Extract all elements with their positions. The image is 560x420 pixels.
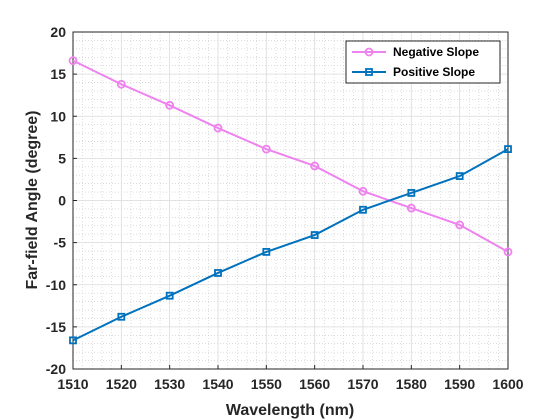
x-axis-label: Wavelength (nm): [226, 402, 354, 419]
positive-slope-point: [310, 231, 319, 239]
negative-slope-line: [72, 59, 509, 253]
x-tick-labels: 1510 1520 1530 1540 1550 1560 1570 1580 1590 1600: [57, 365, 524, 392]
x-tick-label: 1570: [347, 376, 378, 392]
positive-slope-point: [69, 336, 77, 345]
negative-slope-point: [165, 100, 175, 110]
y-tick-label: 5: [58, 150, 66, 166]
negative-slope-point: [213, 123, 223, 133]
positive-slope-point: [455, 172, 464, 180]
positive-slope-point: [214, 269, 222, 277]
y-tick-label: -10: [46, 277, 66, 293]
y-tick-label: 0: [58, 193, 66, 209]
negative-slope-point: [116, 79, 126, 89]
y-tick-label: -15: [46, 319, 66, 335]
y-tick-label: -20: [46, 361, 66, 377]
legend: Negative Slope Positive Slope: [345, 40, 501, 84]
positive-slope-point: [504, 145, 512, 154]
legend-positive-slope-label: Positive Slope: [393, 65, 475, 79]
x-tick-label: 1540: [202, 376, 233, 392]
x-tick-label: 1530: [154, 376, 185, 392]
positive-slope-point: [359, 205, 367, 214]
legend-negative-slope-label: Negative Slope: [393, 45, 479, 59]
legend-positive-slope-marker: [365, 68, 373, 76]
x-tick-label: 1580: [396, 376, 427, 392]
positive-slope-point: [165, 291, 174, 300]
positive-slope-line: [72, 148, 509, 342]
x-tick-label: 1590: [444, 376, 475, 392]
negative-slope-point: [455, 220, 465, 230]
x-tick-label: 1560: [299, 376, 330, 392]
y-tick-labels: -20 -15 -10 -5 0 5 10 15 20: [46, 24, 77, 377]
y-tick-label: 20: [50, 24, 66, 40]
negative-slope-point: [68, 56, 78, 66]
positive-slope-point: [262, 247, 271, 256]
negative-slope-point: [358, 186, 368, 196]
x-tick-label: 1550: [251, 376, 282, 392]
negative-slope-point: [261, 144, 271, 154]
legend-negative-slope-marker: [364, 47, 374, 57]
y-tick-label: 10: [50, 108, 66, 124]
y-tick-label: 15: [50, 66, 66, 82]
positive-slope-point: [117, 312, 126, 321]
series-layer: [68, 56, 513, 345]
x-tick-label: 1600: [492, 376, 523, 392]
legend-box: [345, 40, 501, 84]
y-axis-label: Far-field Angle (degree): [24, 111, 41, 290]
negative-slope-point: [503, 247, 513, 257]
x-tick-label: 1520: [106, 376, 137, 392]
negative-slope-point: [310, 161, 320, 171]
positive-slope-point: [407, 189, 416, 197]
negative-slope-point: [406, 203, 416, 213]
y-tick-label: -5: [54, 235, 67, 251]
x-tick-label: 1510: [57, 376, 88, 392]
